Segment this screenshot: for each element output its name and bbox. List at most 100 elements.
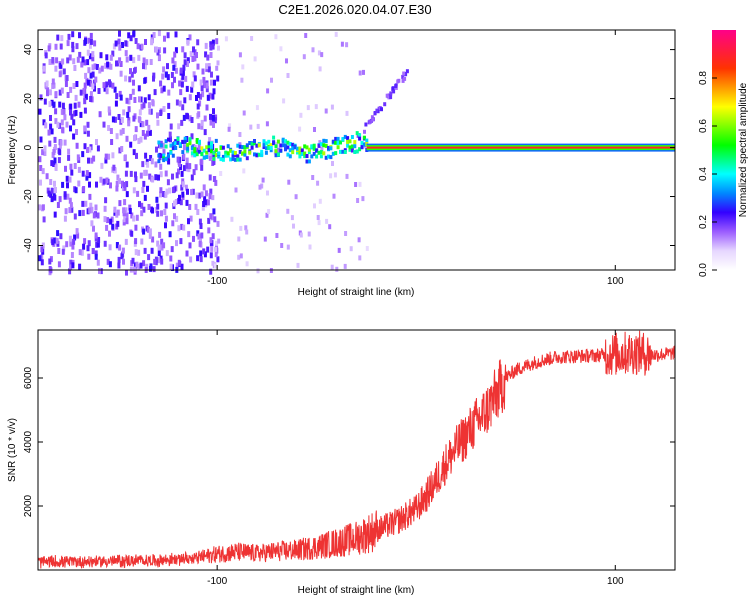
noise-cell (64, 208, 68, 215)
noise-cell (208, 137, 212, 144)
noise-cell (203, 196, 207, 203)
noise-cell (189, 256, 193, 263)
carrier-cell (236, 157, 240, 162)
noise-cell (124, 40, 128, 47)
noise-cell (178, 194, 181, 201)
noise-cell (109, 128, 113, 134)
noise-cell (193, 75, 197, 82)
noise-cell (143, 247, 147, 254)
carrier-cell (205, 150, 209, 155)
noise-cell (129, 141, 133, 148)
noise-cell (91, 248, 95, 254)
noise-cell (135, 261, 139, 268)
noise-cell (117, 114, 121, 120)
noise-cell (103, 216, 107, 223)
noise-cell (134, 126, 138, 133)
noise-cell (178, 80, 182, 87)
noise-cell (188, 242, 192, 249)
noise-cell (106, 217, 110, 224)
noise-cell (168, 231, 172, 238)
noise-cell (88, 42, 92, 49)
spectrogram-y-label: Frequency (Hz) (7, 116, 18, 185)
noise-cell (39, 165, 43, 171)
carrier-cell (276, 139, 280, 144)
noise-cell (199, 93, 202, 100)
noise-cell (135, 214, 139, 221)
speckle-cell (354, 182, 358, 187)
noise-cell (172, 64, 176, 71)
noise-cell (70, 169, 74, 176)
noise-cell (203, 82, 206, 89)
speckle-cell (239, 253, 243, 259)
noise-cell (61, 58, 65, 65)
speckle-cell (215, 240, 219, 246)
noise-cell (114, 100, 118, 107)
noise-cell (64, 165, 67, 172)
noise-cell (120, 117, 124, 123)
noise-cell (112, 43, 116, 50)
noise-cell (140, 210, 144, 217)
noise-cell (76, 232, 80, 239)
noise-cell (199, 250, 203, 257)
noise-cell (181, 191, 185, 198)
snr-frame (37, 329, 676, 571)
noise-cell (132, 79, 135, 86)
carrier-cell (312, 143, 316, 148)
speckle-cell (294, 194, 298, 200)
noise-cell (165, 250, 169, 257)
carrier-cell (267, 146, 271, 150)
noise-cell (58, 71, 62, 78)
noise-cell (128, 204, 132, 211)
noise-cell (155, 146, 158, 153)
noise-cell (118, 200, 122, 207)
noise-cell (115, 93, 119, 100)
noise-cell (213, 79, 216, 86)
noise-cell (171, 187, 175, 194)
noise-cell (88, 181, 91, 188)
noise-cell (206, 199, 210, 206)
carrier-cell (238, 157, 242, 162)
noise-cell (56, 202, 60, 208)
noise-cell (136, 190, 140, 197)
noise-cell (128, 76, 132, 83)
noise-cell (195, 95, 198, 101)
carrier-cell (312, 151, 316, 156)
noise-cell (113, 206, 117, 213)
speckle-cell (314, 104, 318, 110)
noise-cell (75, 43, 79, 50)
noise-cell (118, 90, 122, 97)
noise-cell (202, 201, 206, 207)
noise-cell (143, 77, 147, 84)
carrier-cell (169, 143, 173, 148)
colorbar-tick-label: 0.4 (698, 167, 709, 181)
noise-cell (164, 202, 168, 209)
noise-cell (195, 52, 198, 58)
noise-cell (115, 181, 119, 187)
carrier-cell (267, 139, 271, 144)
noise-cell (113, 116, 117, 123)
noise-cell (189, 215, 193, 222)
noise-cell (186, 188, 189, 195)
noise-cell (142, 180, 146, 187)
noise-cell (69, 86, 73, 93)
carrier-cell (305, 145, 309, 150)
noise-cell (63, 114, 67, 121)
carrier-cell (171, 153, 175, 158)
noise-cell (169, 255, 173, 262)
noise-cell (174, 199, 178, 205)
colorbar-ticks: 0.0 0.2 0.4 0.6 0.8 (698, 71, 717, 277)
noise-cell (77, 101, 81, 108)
noise-cell (215, 243, 218, 250)
speckle-cell (276, 147, 280, 153)
noise-cell (68, 176, 72, 183)
carrier-cell (322, 151, 326, 156)
speckle-cell (245, 261, 249, 267)
speckle-cell (307, 231, 311, 237)
spectrogram-panel: -100 100 -40 -20 0 20 40 Height of straight l… (7, 29, 676, 298)
carrier-cell (286, 145, 290, 150)
noise-cell (105, 88, 109, 95)
noise-cell (135, 152, 138, 159)
noise-cell (42, 65, 46, 72)
speckle-cell (345, 173, 349, 179)
